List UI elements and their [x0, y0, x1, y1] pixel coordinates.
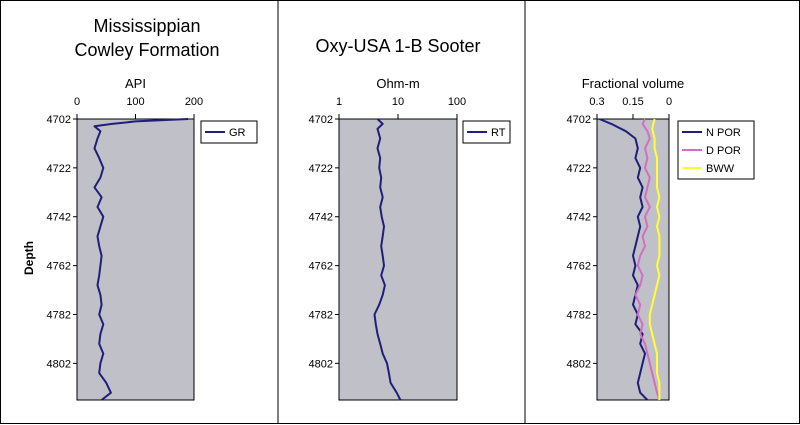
title-well-name: Oxy-USA 1-B Sooter: [315, 36, 480, 56]
x-tick-label: 0: [74, 96, 80, 108]
y-tick-label: 4702: [309, 114, 333, 126]
x-tick-label: 0.15: [622, 96, 643, 108]
x-tick-label: 0.3: [589, 96, 604, 108]
y-tick-label: 4782: [567, 309, 591, 321]
series-line-rt: [373, 118, 402, 401]
x-tick-label: 200: [185, 96, 203, 108]
y-tick-label: 4702: [567, 114, 591, 126]
y-tick-label: 4762: [567, 261, 591, 273]
title-line-1: Mississippian: [93, 16, 200, 36]
series-line-d-por: [634, 118, 661, 401]
y-tick-label: 4742: [309, 212, 333, 224]
series-line-bww: [648, 118, 661, 400]
plot-area: [338, 118, 458, 401]
plot-area: [76, 118, 195, 401]
x-axis-label: Ohm-m: [376, 76, 419, 91]
legend-label: D POR: [706, 145, 741, 157]
y-tick-label: 4722: [567, 163, 591, 175]
x-tick-label: 1: [336, 96, 342, 108]
y-tick-label: 4782: [47, 309, 71, 321]
title-line-2: Cowley Formation: [74, 40, 219, 60]
x-tick-label: 100: [448, 96, 466, 108]
series-line-gr: [93, 118, 189, 401]
x-axis-label: Fractional volume: [582, 76, 685, 91]
legend-label: GR: [229, 127, 246, 139]
legend-label: RT: [491, 127, 506, 139]
x-axis-label: API: [125, 76, 146, 91]
legend-box: [200, 120, 258, 144]
x-tick-label: 100: [126, 96, 144, 108]
y-tick-label: 4702: [47, 114, 71, 126]
x-tick-label: 0: [666, 96, 672, 108]
legend-label: BWW: [706, 163, 735, 175]
y-tick-label: 4802: [47, 358, 71, 370]
y-tick-label: 4722: [47, 163, 71, 175]
y-tick-label: 4762: [47, 261, 71, 273]
y-tick-label: 4742: [47, 212, 71, 224]
y-tick-label: 4802: [567, 358, 591, 370]
legend-label: N POR: [706, 127, 741, 139]
x-tick-label: 10: [392, 96, 404, 108]
depth-axis-label: Depth: [22, 241, 36, 275]
y-tick-label: 4722: [309, 163, 333, 175]
series-line-n-por: [599, 118, 649, 401]
y-tick-label: 4802: [309, 358, 333, 370]
y-tick-label: 4742: [567, 212, 591, 224]
y-tick-label: 4782: [309, 309, 333, 321]
y-tick-label: 4762: [309, 261, 333, 273]
